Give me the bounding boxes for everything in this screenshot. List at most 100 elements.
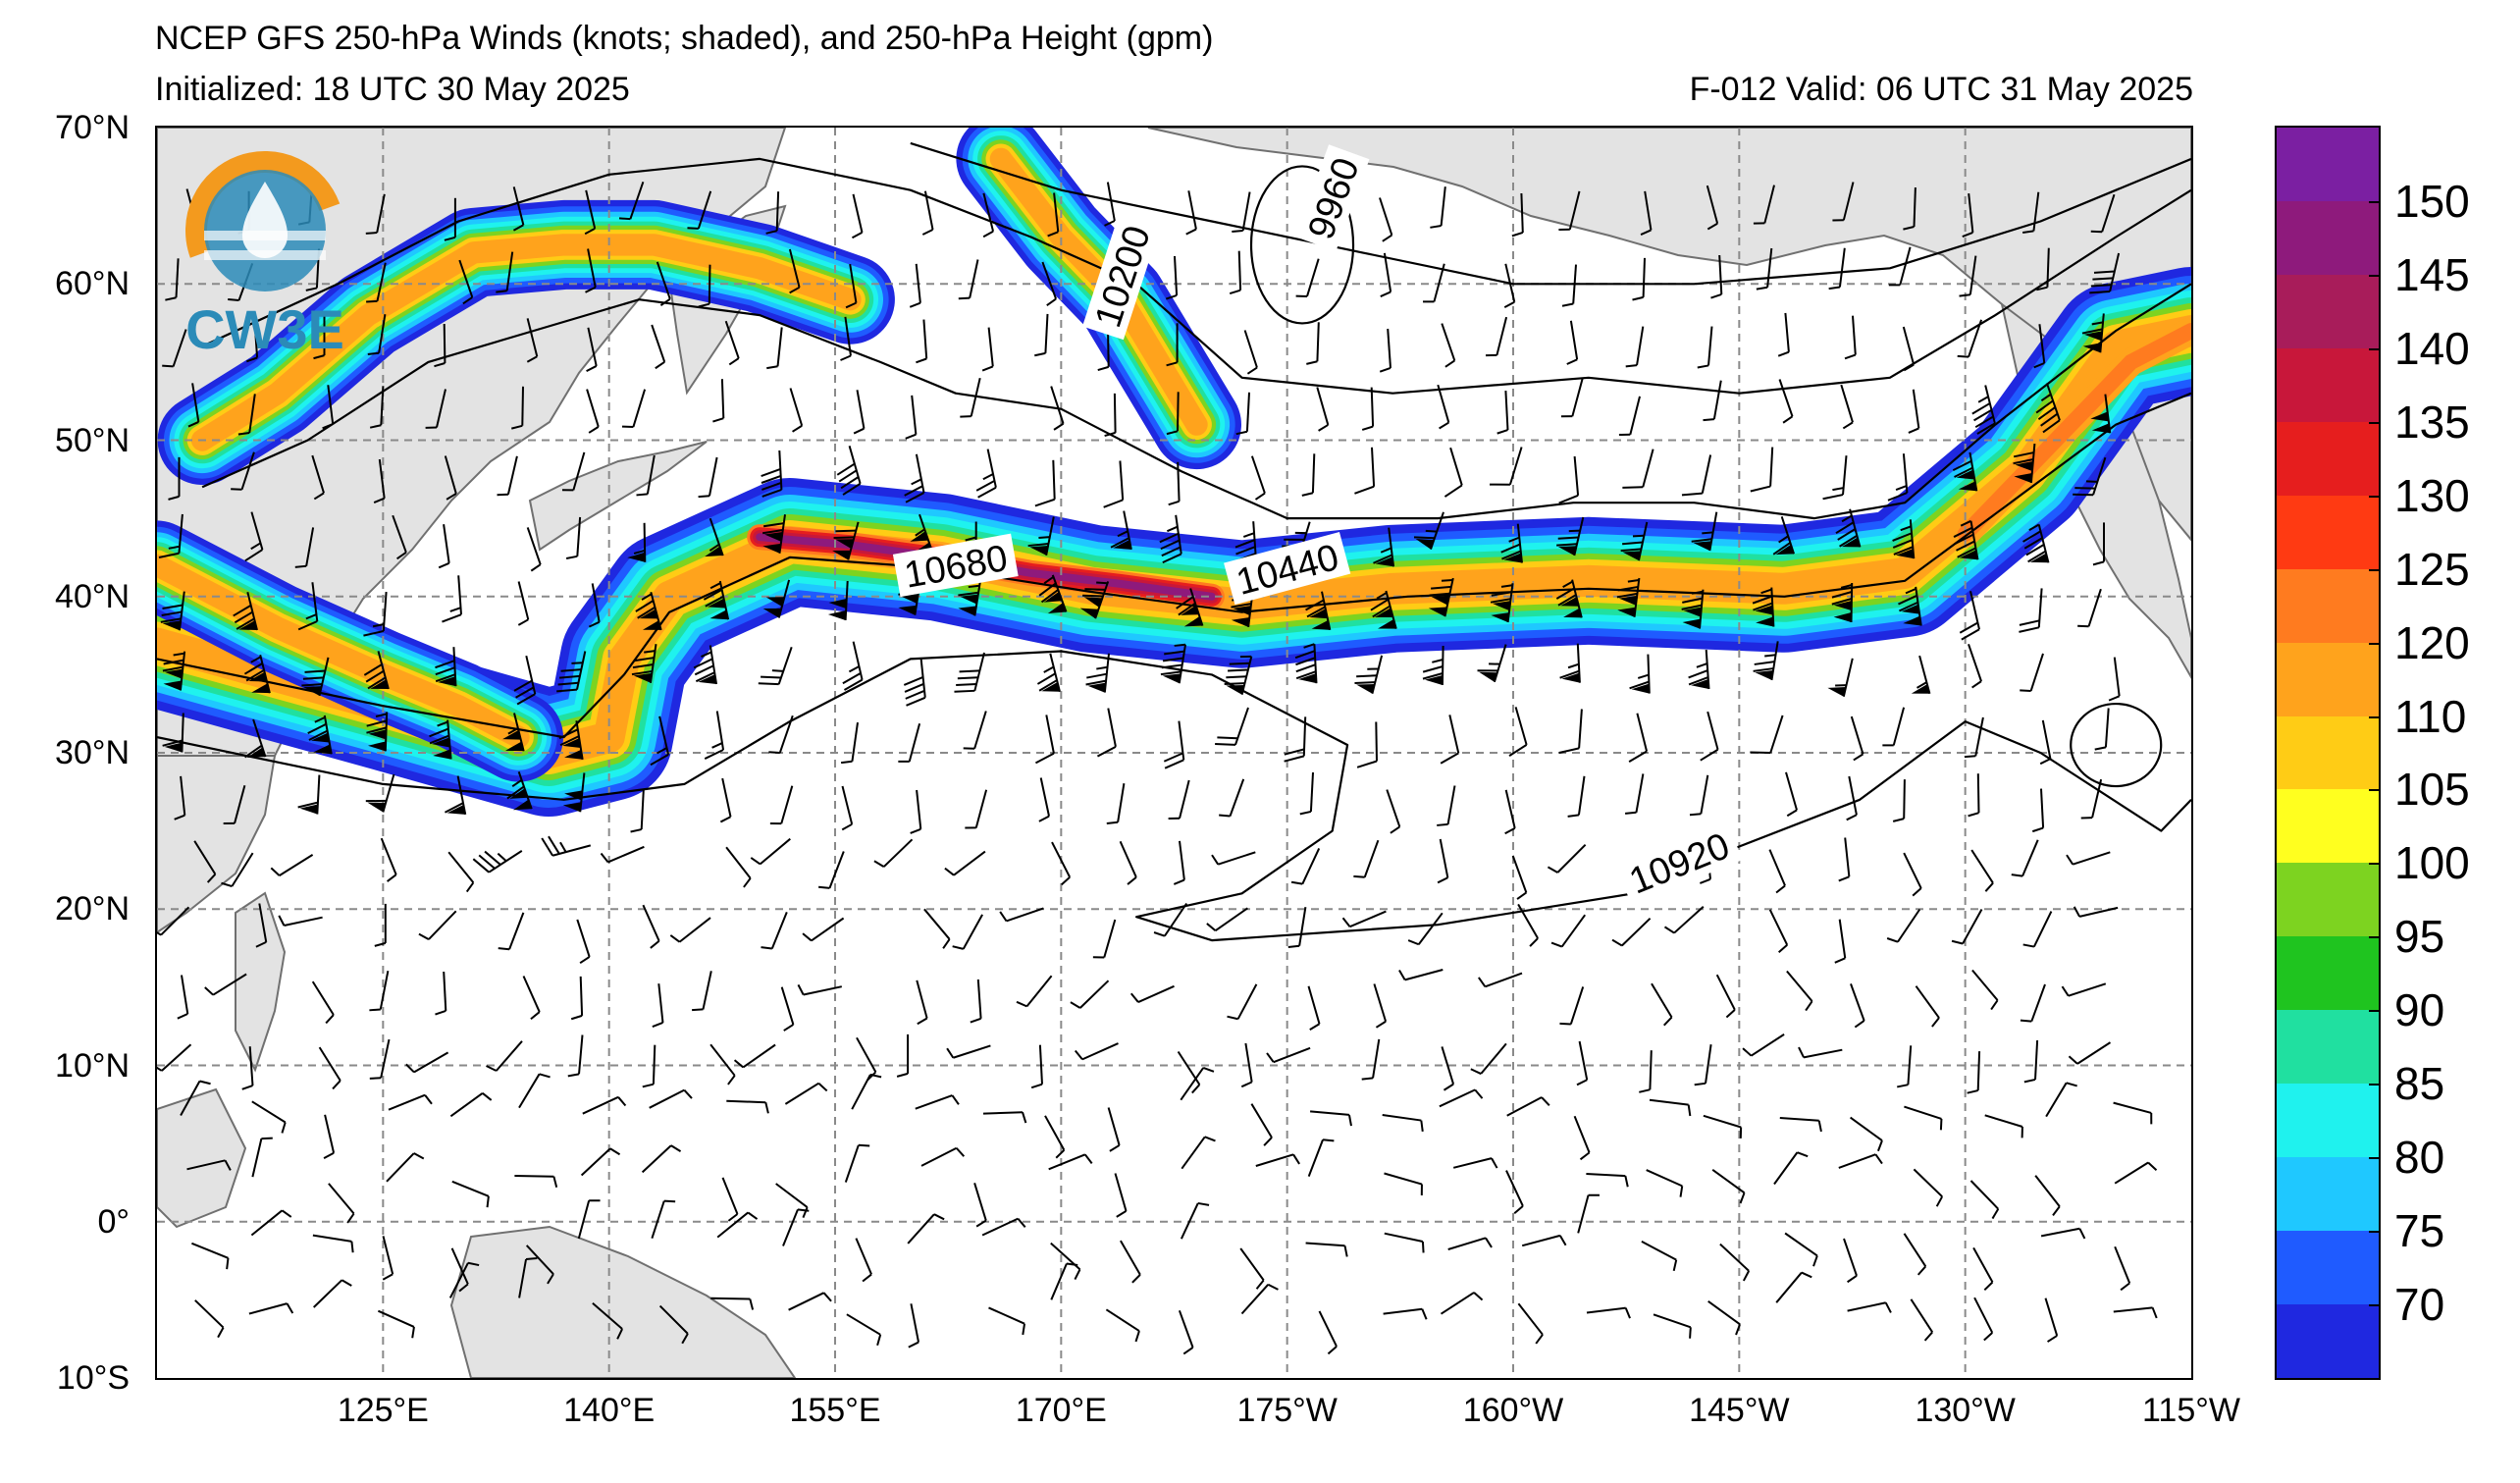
wind-barb — [1235, 392, 1250, 436]
wind-barb — [168, 456, 181, 501]
wind-barb — [165, 258, 180, 301]
wind-barb — [907, 1213, 945, 1245]
contour-label-text: 10920 — [1624, 825, 1736, 903]
colorbar-tick-mark — [2369, 274, 2381, 277]
wind-barb — [1504, 789, 1516, 835]
wind-barb — [525, 1245, 554, 1285]
wind-barb — [255, 903, 268, 948]
wind-barb — [1079, 581, 1110, 619]
wind-barb — [1307, 1139, 1335, 1177]
wind-barb — [1444, 447, 1463, 498]
wind-barb — [1559, 986, 1585, 1026]
wind-barb — [518, 1256, 538, 1298]
wind-barb — [1903, 186, 1916, 231]
wind-barb — [367, 314, 387, 355]
wind-barb — [1967, 1051, 1981, 1094]
wind-barb — [502, 713, 525, 752]
wind-barb — [380, 837, 397, 882]
wind-barb — [1651, 982, 1673, 1027]
wind-barb — [1742, 1033, 1785, 1057]
height-contour — [201, 283, 2191, 520]
wind-barb — [448, 1261, 480, 1298]
wind-barb — [958, 259, 979, 300]
wind-barb — [1505, 1170, 1524, 1214]
wind-barb — [1250, 455, 1266, 501]
wind-barb — [903, 658, 926, 707]
wind-barb — [1034, 459, 1056, 507]
lat-tick-label: 50°N — [55, 421, 130, 459]
wind-barb — [710, 1297, 755, 1310]
wind-barb — [1041, 261, 1058, 306]
wind-barb — [369, 386, 385, 429]
wind-barb — [2023, 1039, 2039, 1084]
wind-barb — [709, 1043, 736, 1086]
wind-barb — [1299, 771, 1314, 816]
lon-tick-label: 115°W — [2142, 1392, 2240, 1429]
wind-barb — [1428, 577, 1454, 617]
wind-barb — [910, 789, 922, 834]
wind-barb — [511, 386, 524, 430]
wind-barb — [658, 1304, 689, 1345]
wind-barb — [797, 983, 843, 996]
lat-tick-label: 40°N — [55, 577, 130, 615]
wind-barb — [2089, 252, 2121, 294]
wind-barb — [642, 904, 660, 949]
wind-barb — [908, 1303, 920, 1349]
wind-barb — [369, 1038, 391, 1080]
wind-barb — [251, 1100, 287, 1134]
jet-isotach-band — [989, 147, 1208, 436]
wind-barb — [1176, 588, 1204, 627]
wind-barb — [1904, 1105, 1943, 1131]
wind-barb — [898, 722, 921, 763]
lat-tick-label: 10°S — [56, 1359, 130, 1397]
wind-barb — [1153, 902, 1188, 937]
wind-barb — [692, 971, 712, 1012]
wind-barb — [1470, 1042, 1507, 1075]
map-title: NCEP GFS 250-hPa Winds (knots; shaded), … — [155, 20, 1214, 57]
wind-barb — [1044, 1115, 1066, 1159]
wind-barb — [818, 851, 845, 889]
wind-barb — [915, 1094, 960, 1110]
wind-barb — [846, 1313, 882, 1347]
wind-barb — [514, 1175, 558, 1188]
wind-barb — [920, 1146, 966, 1167]
colorbar-tick-label: 135 — [2394, 396, 2470, 448]
wind-barb — [1719, 1243, 1751, 1282]
wind-barb — [577, 1199, 601, 1240]
wind-barb — [1439, 1088, 1484, 1108]
height-contour — [157, 650, 2191, 942]
wind-barb — [497, 455, 518, 497]
wind-barb — [1753, 641, 1779, 681]
wind-barb — [157, 1043, 192, 1072]
wind-barb — [1753, 185, 1775, 225]
wind-barb — [2039, 719, 2052, 766]
wind-barb — [1050, 386, 1065, 431]
wind-barb — [856, 1036, 877, 1081]
colorbar-tick-mark — [2369, 1157, 2381, 1160]
wind-barb — [576, 919, 591, 965]
wind-barb — [981, 1217, 1026, 1237]
wind-barb — [650, 715, 670, 767]
wind-barb — [1882, 707, 1906, 747]
height-contour-high — [2070, 702, 2163, 788]
colorbar-tick-mark — [2369, 789, 2381, 792]
wind-barb — [1239, 1247, 1265, 1290]
wind-barb — [1768, 849, 1786, 894]
colorbar-tick-label: 90 — [2394, 984, 2445, 1036]
wind-barb — [435, 647, 457, 687]
colorbar-tick-mark — [2369, 863, 2381, 866]
wind-barb — [363, 651, 390, 690]
wind-barb — [373, 458, 386, 503]
wind-barb — [2090, 193, 2116, 234]
wind-barb — [1951, 909, 1983, 945]
wind-barb — [916, 980, 928, 1026]
wind-barb — [1959, 255, 1977, 297]
wind-barb — [1700, 711, 1719, 762]
colorbar-segment — [2277, 789, 2379, 864]
wind-barb — [1437, 838, 1449, 884]
lat-tick-label: 60°N — [55, 265, 130, 303]
wind-barb — [761, 450, 783, 498]
wind-barb — [1706, 185, 1719, 231]
wind-barb — [1555, 579, 1583, 618]
